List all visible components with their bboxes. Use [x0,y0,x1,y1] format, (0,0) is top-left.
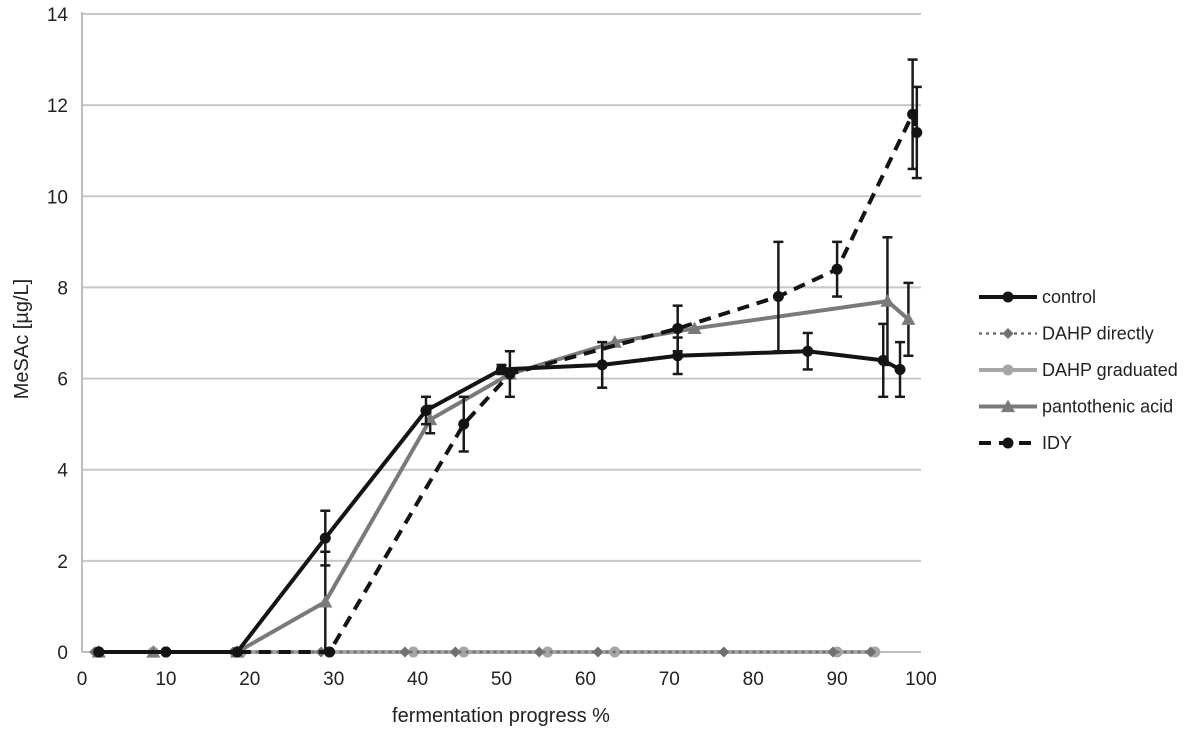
data-point [318,594,333,608]
series-pantothenic-acid [91,236,916,658]
legend-label: IDY [1042,433,1072,453]
x-tick-label: 0 [77,669,88,690]
axes [81,12,921,653]
data-point [93,646,105,658]
data-point [231,646,243,658]
data-point [827,646,839,658]
data-point [399,646,411,658]
legend-item: control [979,287,1096,307]
y-tick-label: 2 [57,552,68,573]
data-point [407,646,419,658]
x-axis-title: fermentation progress % [392,705,610,727]
legend-item: DAHP graduated [979,360,1178,380]
x-tick-label: 30 [323,669,344,690]
data-point [1002,328,1014,339]
series-idy [93,58,923,658]
data-point [831,263,843,275]
data-point [1002,291,1014,303]
y-tick-label: 0 [57,643,68,664]
y-tick-label: 10 [47,187,68,208]
legend-label: pantothenic acid [1042,397,1173,417]
data-point [672,350,684,362]
legend-item: pantothenic acid [979,397,1173,417]
data-point [907,108,919,120]
data-point [865,646,877,658]
legend-label: DAHP graduated [1042,360,1178,380]
tick-labels: 0 2 4 6 8 10 12 14 0 10 20 30 40 50 60 70 80 90 100 [47,5,937,690]
x-tick-label: 80 [743,669,764,690]
y-axis-title: MeSAc [µg/L] [11,279,33,399]
series-line [98,349,901,654]
x-tick-label: 10 [155,669,176,690]
data-point [901,312,916,325]
data-point [894,363,906,375]
data-point [1002,437,1014,449]
data-point [420,404,432,416]
data-point [880,294,895,307]
x-tick-label: 40 [407,669,428,690]
data-point [504,368,516,380]
data-point [496,363,507,375]
y-tick-label: 4 [57,461,68,482]
data-point [877,354,889,366]
data-point [911,126,923,138]
x-tick-label: 60 [575,669,596,690]
y-tick-label: 6 [57,370,68,391]
y-tick-label: 14 [47,5,69,26]
x-tick-label: 90 [827,669,848,690]
data-point [449,646,461,658]
data-point [324,646,336,658]
legend-label: DAHP directly [1042,324,1154,344]
data-point [542,646,554,658]
y-tick-label: 12 [47,96,68,117]
data-point [533,646,545,658]
data-point [458,418,470,430]
y-tick-label: 8 [57,278,68,299]
series-control [93,322,906,658]
data-point [1001,399,1015,413]
x-tick-label: 100 [905,669,937,690]
data-point [718,646,730,658]
legend-item: IDY [979,433,1072,453]
data-point [802,345,814,357]
legend-item: DAHP directly [979,324,1154,344]
series-layer [89,58,923,658]
data-point [672,322,684,334]
data-point [596,359,608,371]
legend: control DAHP directly DAHP graduated pantot… [979,287,1178,453]
x-tick-label: 20 [239,669,260,690]
series-line [98,112,919,654]
legend-label: control [1042,287,1096,307]
x-tick-label: 70 [659,669,680,690]
data-point [687,321,702,335]
x-tick-label: 50 [491,669,512,690]
data-point [1002,364,1014,376]
data-point [458,646,470,658]
data-point [160,646,172,658]
data-point [592,646,604,658]
data-point [319,532,331,544]
data-point [772,291,784,303]
